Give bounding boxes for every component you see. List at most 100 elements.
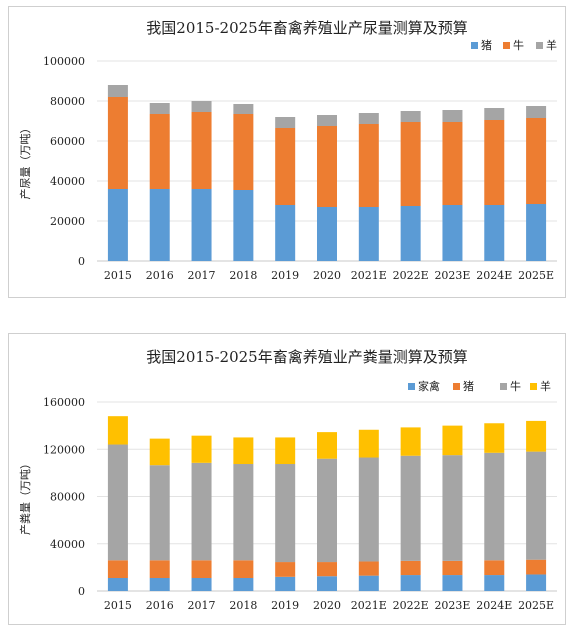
- bar-家禽-2020: [317, 576, 337, 591]
- y-tick-label: 80000: [50, 95, 85, 108]
- y-axis-label: 产尿量（万吨）: [18, 123, 32, 200]
- bar-牛-2020: [317, 126, 337, 207]
- bar-羊-2025E: [526, 106, 547, 118]
- x-tick-label: 2017: [188, 599, 216, 612]
- chart-title: 我国2015-2025年畜禽养殖业产尿量测算及预算: [146, 19, 467, 37]
- x-tick-label: 2015: [104, 269, 132, 282]
- bar-羊-2021E: [358, 429, 379, 458]
- bar-猪-2017: [191, 189, 212, 261]
- bar-猪-2015: [107, 560, 128, 579]
- y-tick-label: 120000: [43, 443, 85, 456]
- bar-猪-2023E: [442, 205, 463, 261]
- bar-羊-2023E: [442, 425, 463, 456]
- bar-猪-2025E: [526, 559, 547, 575]
- bar-羊-2021E: [358, 113, 379, 124]
- bar-羊-2020: [317, 432, 337, 459]
- bar-牛-2019: [275, 128, 296, 205]
- bar-牛-2019: [275, 464, 296, 563]
- bar-羊-2016: [149, 103, 170, 114]
- legend-label: 羊: [540, 379, 551, 393]
- bar-猪-2017: [191, 560, 212, 579]
- bar-猪-2019: [275, 562, 296, 577]
- y-tick-label: 40000: [50, 538, 85, 551]
- bar-家禽-2024E: [484, 575, 505, 591]
- bar-羊-2025E: [526, 420, 547, 452]
- legend-label: 牛: [513, 38, 524, 52]
- bar-猪-2024E: [484, 205, 505, 261]
- bar-羊-2018: [233, 104, 254, 114]
- legend-swatch: [530, 383, 537, 390]
- bar-羊-2024E: [484, 108, 505, 120]
- manure-chart: 我国2015-2025年畜禽养殖业产粪量测算及预算 0 40000 80000 1200…: [18, 348, 557, 612]
- x-tick-label: 2019: [271, 599, 299, 612]
- legend-label: 牛: [510, 379, 521, 393]
- bar-牛-2022E: [400, 122, 421, 206]
- legend-swatch: [536, 42, 543, 49]
- bar-猪-2025E: [526, 204, 547, 261]
- bar-牛-2018: [233, 114, 254, 190]
- bar-牛-2020: [317, 458, 337, 563]
- x-tick-label: 2016: [146, 269, 174, 282]
- urine-chart-panel: 我国2015-2025年畜禽养殖业产尿量测算及预算 0 20000 40000 6000…: [8, 6, 566, 298]
- legend-swatch: [453, 383, 460, 390]
- y-tick-label: 40000: [50, 175, 85, 188]
- bar-牛-2024E: [484, 452, 505, 561]
- x-tick-label: 2023E: [434, 599, 470, 612]
- y-tick-label: 0: [78, 585, 85, 598]
- x-tick-label: 2020: [313, 599, 341, 612]
- bar-羊-2016: [149, 438, 170, 466]
- bar-羊-2018: [233, 437, 254, 465]
- urine-chart: 我国2015-2025年畜禽养殖业产尿量测算及预算 0 20000 40000 6000…: [18, 19, 557, 282]
- legend-swatch: [500, 383, 507, 390]
- x-tick-label: 2025E: [518, 599, 554, 612]
- bar-家禽-2022E: [400, 575, 421, 591]
- x-tick-label: 2019: [271, 269, 299, 282]
- x-tick-label: 2015: [104, 599, 132, 612]
- legend-label: 猪: [463, 380, 474, 393]
- x-tick-label: 2020: [313, 269, 341, 282]
- bar-牛-2025E: [526, 118, 547, 204]
- x-tick-label: 2025E: [518, 269, 554, 282]
- bar-牛-2015: [107, 444, 128, 561]
- bar-牛-2021E: [358, 124, 379, 207]
- bar-牛-2022E: [400, 455, 421, 561]
- bar-猪-2023E: [442, 560, 463, 576]
- bar-猪-2021E: [358, 561, 379, 576]
- bar-家禽-2016: [149, 578, 170, 591]
- bar-猪-2018: [233, 560, 254, 579]
- x-tick-label: 2023E: [434, 269, 470, 282]
- bar-羊-2022E: [400, 111, 421, 122]
- x-tick-label: 2024E: [476, 269, 512, 282]
- bar-牛-2017: [191, 112, 212, 189]
- bar-羊-2015: [107, 85, 128, 97]
- bar-猪-2020: [317, 562, 337, 577]
- bar-羊-2015: [107, 416, 128, 445]
- chart-title: 我国2015-2025年畜禽养殖业产粪量测算及预算: [146, 348, 467, 366]
- bar-猪-2019: [275, 205, 296, 261]
- bar-猪-2016: [149, 189, 170, 261]
- x-tick-label: 2016: [146, 599, 174, 612]
- legend-label: 羊: [546, 38, 557, 52]
- bar-牛-2015: [107, 97, 128, 189]
- bar-家禽-2023E: [442, 575, 463, 591]
- x-tick-label: 2022E: [393, 269, 429, 282]
- y-tick-label: 100000: [43, 55, 85, 68]
- bar-家禽-2021E: [358, 575, 379, 591]
- bar-家禽-2018: [233, 578, 254, 591]
- x-tick-label: 2021E: [351, 599, 387, 612]
- bar-猪-2022E: [400, 560, 421, 576]
- legend-swatch: [471, 42, 478, 49]
- bar-牛-2023E: [442, 122, 463, 205]
- bar-牛-2018: [233, 464, 254, 561]
- legend-label: 猪: [481, 39, 492, 52]
- bar-牛-2021E: [358, 457, 379, 562]
- x-tick-label: 2024E: [476, 599, 512, 612]
- y-tick-label: 20000: [50, 215, 85, 228]
- bar-牛-2024E: [484, 120, 505, 205]
- bar-猪-2015: [107, 189, 128, 261]
- y-axis-label: 产粪量（万吨）: [18, 458, 32, 535]
- bar-家禽-2019: [275, 576, 296, 591]
- y-tick-label: 160000: [43, 396, 85, 409]
- x-tick-label: 2018: [229, 599, 257, 612]
- y-tick-label: 0: [78, 255, 85, 268]
